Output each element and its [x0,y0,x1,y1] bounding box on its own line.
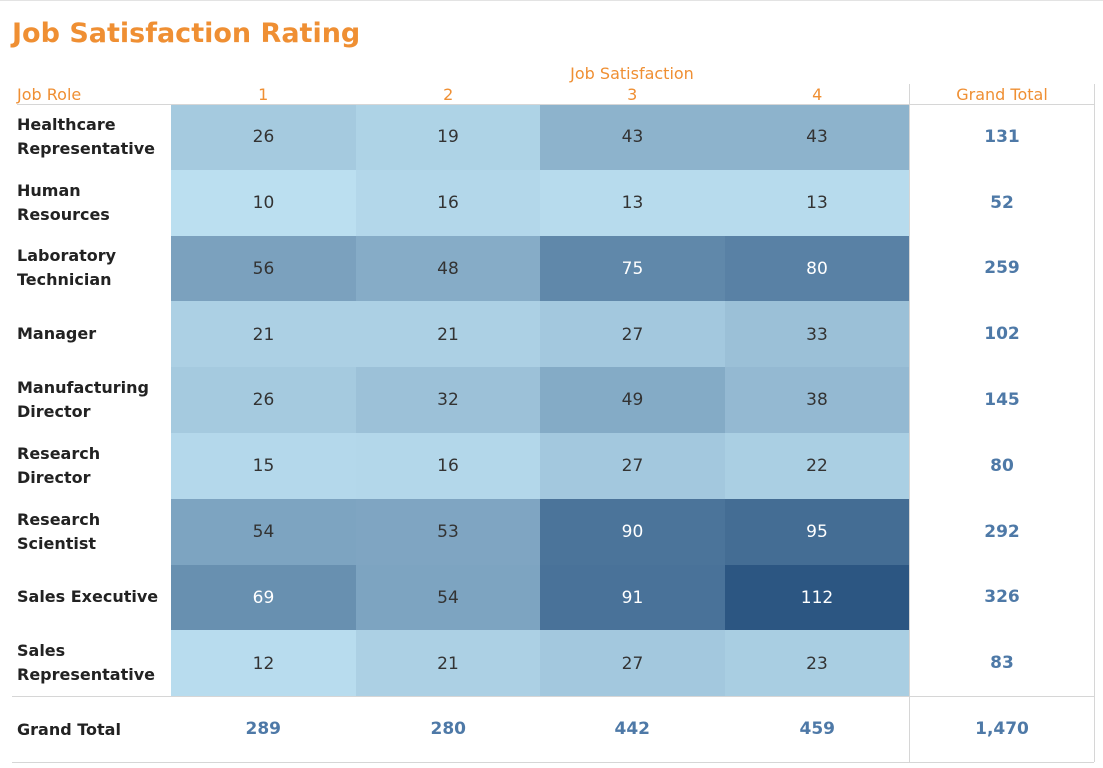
row-label: Laboratory Technician [17,246,117,290]
row-label: Sales Executive [17,587,159,607]
grand-total-divider [12,696,1094,698]
heatmap-cell: 91 [540,564,725,631]
column-dimension-label: Job Satisfaction [570,64,694,83]
heatmap-cell: 33 [725,301,909,368]
heatmap-cell: 54 [171,498,356,566]
column-total: 280 [430,719,467,740]
row-total: 80 [990,455,1014,476]
row-label: Manufacturing Director [17,378,149,422]
top-border [0,0,1103,1]
right-border [1094,84,1095,763]
column-total: 459 [799,719,836,740]
header-divider [17,104,1094,105]
heatmap-cell: 80 [725,235,909,302]
heatmap-cell: 32 [356,367,540,434]
total-column-divider [909,84,910,763]
heatmap-cell: 27 [540,433,725,500]
row-label: Human Resources [17,180,110,224]
heatmap-cell: 69 [171,564,356,631]
row-label: Research Scientist [17,509,101,553]
column-header: 1 [258,85,269,104]
row-total: 326 [984,587,1020,608]
heatmap-cell: 26 [171,104,356,171]
heatmap-cell: 23 [725,630,909,697]
heatmap-cell: 95 [725,498,909,566]
column-header: 2 [443,85,454,104]
heatmap-cell: 54 [356,564,540,631]
heatmap-cell: 13 [540,169,725,237]
heatmap-cell: 75 [540,235,725,302]
heatmap-cell: 21 [356,301,540,368]
heatmap-cell: 27 [540,630,725,697]
column-header: 4 [812,85,823,104]
row-total: 145 [984,390,1020,411]
heatmap-cell: 10 [171,169,356,237]
heatmap-cell: 13 [725,169,909,237]
grand-total-column-header: Grand Total [956,85,1048,104]
heatmap-cell: 48 [356,235,540,302]
heatmap-cell: 38 [725,367,909,434]
heatmap-cell: 21 [171,301,356,368]
row-label: Sales Representative [17,641,155,685]
row-total: 102 [984,324,1020,345]
row-label: Research Director [17,443,101,487]
heatmap-cell: 27 [540,301,725,368]
row-total: 83 [990,653,1014,674]
heatmap-cell: 19 [356,104,540,171]
grand-total-value: 1,470 [975,719,1029,740]
grand-total-row-label: Grand Total [17,719,121,739]
heatmap-cell: 16 [356,169,540,237]
heatmap-cell: 15 [171,433,356,500]
row-total: 52 [990,192,1014,213]
column-total: 442 [614,719,651,740]
row-total: 259 [984,258,1020,279]
heatmap-cell: 53 [356,498,540,566]
heatmap-cell: 56 [171,235,356,302]
table-bottom-border [12,762,1094,764]
heatmap-cell: 26 [171,367,356,434]
column-header: 3 [627,85,638,104]
row-label: Manager [17,324,97,344]
heatmap-cell: 90 [540,498,725,566]
column-total: 289 [245,719,282,740]
row-label: Healthcare Representative [17,114,155,158]
heatmap-cell: 22 [725,433,909,500]
heatmap-cell: 12 [171,630,356,697]
heatmap-cell: 49 [540,367,725,434]
row-total: 131 [984,126,1020,147]
heatmap-cell: 16 [356,433,540,500]
heatmap-cell: 43 [540,104,725,171]
chart-title: Job Satisfaction Rating [12,18,361,49]
row-total: 292 [984,521,1020,542]
heatmap-cell: 112 [725,564,909,631]
heatmap-cell: 43 [725,104,909,171]
heatmap-cell: 21 [356,630,540,697]
row-dimension-label: Job Role [17,85,82,104]
